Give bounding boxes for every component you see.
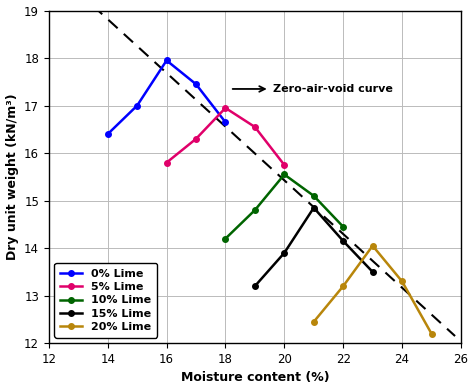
10% Lime — [340, 224, 346, 229]
Line: 5% Lime: 5% Lime — [164, 105, 287, 168]
20% Lime — [311, 319, 317, 324]
15% Lime — [282, 250, 287, 255]
15% Lime — [370, 269, 375, 274]
0% Lime — [134, 103, 140, 108]
20% Lime — [370, 243, 375, 248]
0% Lime — [193, 82, 199, 87]
20% Lime — [428, 332, 434, 336]
X-axis label: Moisture content (%): Moisture content (%) — [181, 371, 329, 385]
5% Lime — [223, 106, 228, 110]
Line: 0% Lime: 0% Lime — [105, 58, 228, 137]
10% Lime — [223, 236, 228, 241]
Legend: 0% Lime, 5% Lime, 10% Lime, 15% Lime, 20% Lime: 0% Lime, 5% Lime, 10% Lime, 15% Lime, 20… — [55, 263, 157, 338]
Line: 15% Lime: 15% Lime — [252, 205, 375, 289]
5% Lime — [282, 163, 287, 167]
Line: 10% Lime: 10% Lime — [223, 172, 346, 241]
20% Lime — [399, 279, 405, 284]
0% Lime — [164, 58, 169, 63]
15% Lime — [311, 206, 317, 210]
15% Lime — [252, 284, 258, 289]
5% Lime — [252, 125, 258, 129]
15% Lime — [340, 239, 346, 243]
10% Lime — [311, 193, 317, 198]
0% Lime — [223, 120, 228, 124]
5% Lime — [193, 136, 199, 141]
Y-axis label: Dry unit weight (kN/m³): Dry unit weight (kN/m³) — [6, 94, 18, 260]
20% Lime — [340, 284, 346, 289]
Line: 20% Lime: 20% Lime — [311, 243, 434, 337]
5% Lime — [164, 160, 169, 165]
10% Lime — [282, 172, 287, 177]
10% Lime — [252, 208, 258, 213]
0% Lime — [105, 132, 110, 136]
Text: Zero-air-void curve: Zero-air-void curve — [273, 84, 392, 94]
